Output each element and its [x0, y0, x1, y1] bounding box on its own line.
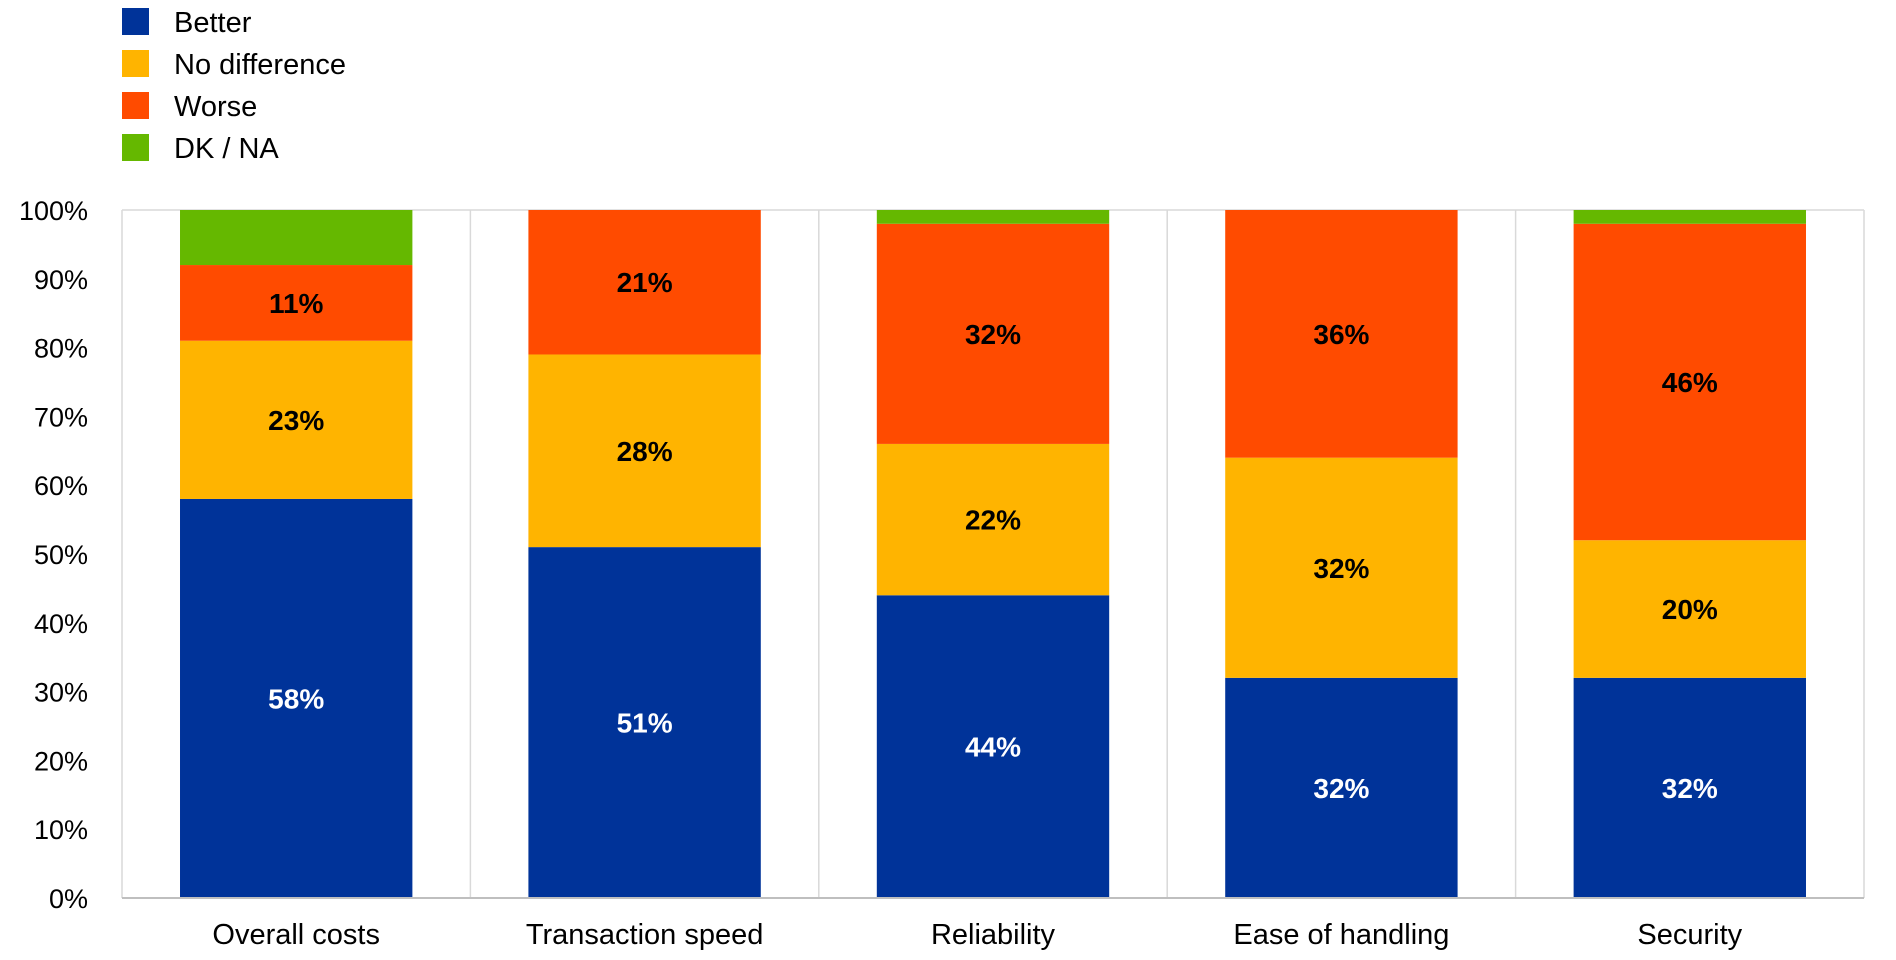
- y-tick-label-100: 100%: [19, 196, 88, 226]
- data-label-overall-costs-worse: 11%: [269, 288, 324, 319]
- bar-ease-of-handling-no-difference: [1225, 457, 1458, 678]
- y-axis: 0% 10% 20% 30% 40% 50% 60% 70% 80% 90% 100%: [19, 196, 88, 914]
- legend-swatch-better: [122, 8, 149, 35]
- legend: Better No difference Worse DK / NA: [122, 7, 346, 165]
- data-label-ease-of-handling-worse: 36%: [1313, 319, 1369, 350]
- data-label-ease-of-handling-better: 32%: [1313, 773, 1369, 804]
- bar-ease-of-handling-better: [1225, 677, 1458, 898]
- bar-overall-costs-dk-na: [180, 210, 413, 266]
- data-label-security-better: 32%: [1662, 773, 1718, 804]
- legend-swatch-no-difference: [122, 50, 149, 77]
- y-tick-label-90: 90%: [34, 265, 88, 295]
- bar-overall-costs-worse: [180, 265, 413, 341]
- y-tick-label-10: 10%: [34, 815, 88, 845]
- bar-overall-costs-better: [180, 498, 413, 898]
- legend-label-no-difference: No difference: [174, 49, 346, 81]
- x-axis: Overall costs Transaction speed Reliabilit…: [122, 897, 1864, 951]
- data-label-transaction-speed-worse: 21%: [617, 267, 673, 298]
- y-tick-label-50: 50%: [34, 540, 88, 570]
- bars: [180, 210, 1806, 898]
- bar-reliability-dk-na: [876, 210, 1110, 224]
- data-labels: 58% 23% 11% 51% 28% 21% 44% 22% 32% 32% 32% 36% 32% 2…: [268, 267, 1718, 804]
- y-tick-label-20: 20%: [34, 746, 88, 776]
- legend-swatch-dk-na: [122, 134, 149, 161]
- bar-reliability-worse: [876, 223, 1110, 444]
- data-label-overall-costs-better: 58%: [268, 683, 324, 714]
- y-tick-label-80: 80%: [34, 334, 88, 364]
- legend-label-better: Better: [174, 7, 252, 39]
- y-tick-label-30: 30%: [34, 678, 88, 708]
- x-tick-label-security: Security: [1637, 919, 1742, 951]
- bar-security-better: [1573, 677, 1806, 898]
- x-tick-label-ease-of-handling: Ease of handling: [1233, 919, 1449, 951]
- data-label-transaction-speed-better: 51%: [617, 708, 673, 739]
- data-label-transaction-speed-no-difference: 28%: [617, 436, 673, 467]
- legend-label-dk-na: DK / NA: [174, 133, 279, 165]
- data-label-security-no-difference: 20%: [1662, 594, 1718, 625]
- bar-reliability-better: [876, 595, 1110, 898]
- data-label-ease-of-handling-no-difference: 32%: [1313, 553, 1369, 584]
- bar-security-worse: [1573, 223, 1806, 541]
- bar-overall-costs-no-difference: [180, 340, 413, 499]
- data-label-reliability-better: 44%: [965, 732, 1021, 763]
- y-tick-label-70: 70%: [34, 402, 88, 432]
- data-label-reliability-worse: 32%: [965, 319, 1021, 350]
- y-tick-label-40: 40%: [34, 609, 88, 639]
- data-label-overall-costs-no-difference: 23%: [268, 405, 324, 436]
- bar-transaction-speed-no-difference: [528, 354, 761, 548]
- bar-transaction-speed-better: [528, 547, 761, 898]
- bar-security-dk-na: [1573, 210, 1806, 224]
- bar-ease-of-handling-worse: [1225, 210, 1458, 458]
- bar-reliability-no-difference: [876, 443, 1110, 596]
- data-label-reliability-no-difference: 22%: [965, 505, 1021, 536]
- data-label-security-worse: 46%: [1662, 367, 1718, 398]
- bar-transaction-speed-worse: [528, 210, 761, 355]
- legend-swatch-worse: [122, 92, 149, 119]
- y-tick-label-0: 0%: [49, 884, 88, 914]
- x-tick-label-reliability: Reliability: [931, 919, 1056, 951]
- y-tick-label-60: 60%: [34, 471, 88, 501]
- x-tick-label-transaction-speed: Transaction speed: [526, 919, 764, 951]
- legend-label-worse: Worse: [174, 91, 257, 123]
- x-tick-label-overall-costs: Overall costs: [212, 919, 380, 951]
- bar-security-no-difference: [1573, 540, 1806, 678]
